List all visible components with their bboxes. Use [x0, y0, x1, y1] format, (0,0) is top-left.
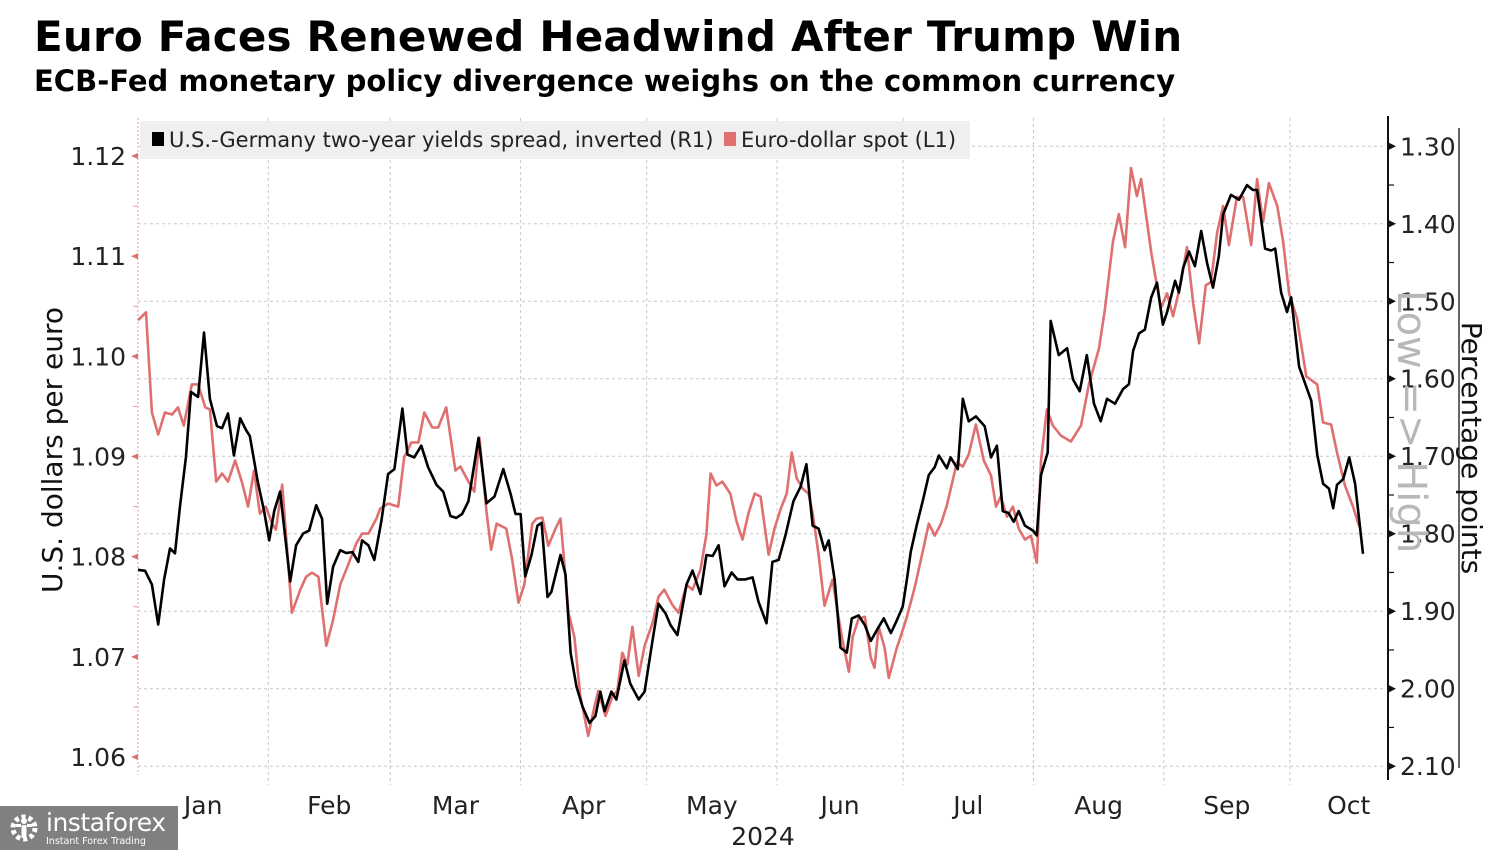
right-tick-mark	[1388, 684, 1396, 693]
left-tick-label: 1.06	[70, 743, 126, 772]
x-tick-label-jul: Jul	[951, 791, 983, 820]
logo-tagline: Instant Forex Trading	[46, 835, 146, 847]
left-tick-label: 1.08	[70, 543, 126, 572]
left-tick-mark	[131, 553, 138, 560]
x-tick-label-apr: Apr	[562, 791, 606, 820]
logo-name: instaforex	[46, 807, 166, 837]
legend-swatch-spread	[152, 132, 164, 146]
gridlines	[138, 118, 1386, 785]
left-axis-ticks: 1.06 1.07 1.08 1.09 1.10 1.11 1.12	[70, 142, 138, 772]
series-line-euro	[137, 166, 1361, 738]
right-tick-label: 1.80	[1400, 520, 1456, 549]
left-tick-label: 1.07	[70, 643, 126, 672]
left-tick-label: 1.12	[70, 142, 126, 171]
left-tick-label: 1.10	[70, 342, 126, 371]
legend-swatch-euro	[724, 132, 736, 146]
left-axis-title: U.S. dollars per euro	[36, 307, 69, 593]
right-tick-mark	[1388, 142, 1396, 151]
x-tick-label-sep: Sep	[1203, 791, 1250, 820]
right-tick-mark	[1388, 762, 1396, 771]
left-tick-mark	[131, 153, 138, 160]
legend-label-spread: U.S.-Germany two-year yields spread, inv…	[169, 128, 713, 152]
right-tick-mark	[1388, 607, 1396, 616]
x-tick-label-jun: Jun	[819, 791, 860, 820]
right-tick-mark	[1388, 529, 1396, 538]
right-tick-label: 1.70	[1400, 442, 1456, 471]
x-tick-label-aug: Aug	[1074, 791, 1123, 820]
left-tick-label: 1.09	[70, 443, 126, 472]
right-tick-label: 1.40	[1400, 210, 1456, 239]
left-tick-mark	[131, 753, 138, 760]
x-tick-label-oct: Oct	[1327, 791, 1370, 820]
x-axis-ticks: Jan Feb Mar Apr May Jun Jul Aug Sep Oct	[182, 791, 1371, 820]
x-tick-label-mar: Mar	[432, 791, 480, 820]
series	[137, 166, 1365, 738]
right-axis-title: Percentage points	[1455, 322, 1488, 574]
right-tick-mark	[1388, 297, 1396, 306]
left-tick-mark	[131, 453, 138, 460]
instaforex-logo: instaforex Instant Forex Trading	[0, 806, 178, 850]
right-tick-label: 1.50	[1400, 287, 1456, 316]
right-tick-label: 1.90	[1400, 597, 1456, 626]
legend-label-euro: Euro-dollar spot (L1)	[741, 128, 956, 152]
right-tick-label: 1.60	[1400, 365, 1456, 394]
right-tick-mark	[1388, 452, 1396, 461]
x-axis-year-label: 2024	[731, 822, 795, 850]
x-tick-label-may: May	[686, 791, 738, 820]
chart-subtitle: ECB-Fed monetary policy divergence weigh…	[34, 64, 1176, 98]
right-tick-label: 2.10	[1400, 752, 1456, 781]
low-high-annotation: Low => High	[1388, 290, 1434, 553]
x-tick-label-jan: Jan	[182, 791, 223, 820]
series-line-spread	[137, 183, 1365, 725]
gear-person-icon	[6, 810, 42, 846]
right-tick-label: 1.30	[1400, 132, 1456, 161]
right-tick-label: 2.00	[1400, 675, 1456, 704]
left-tick-label: 1.11	[70, 242, 126, 271]
legend-background	[140, 121, 970, 159]
left-tick-mark	[131, 253, 138, 260]
legend: U.S.-Germany two-year yields spread, inv…	[140, 121, 970, 159]
x-tick-label-feb: Feb	[307, 791, 351, 820]
right-tick-mark	[1388, 219, 1396, 228]
left-tick-mark	[131, 353, 138, 360]
chart-title: Euro Faces Renewed Headwind After Trump …	[34, 12, 1183, 61]
right-tick-mark	[1388, 374, 1396, 383]
left-tick-mark	[131, 653, 138, 660]
right-axis-ticks: 1.30 1.40 1.50 1.60 1.70 1.80 1.90 2.00 2.10	[1388, 132, 1456, 781]
